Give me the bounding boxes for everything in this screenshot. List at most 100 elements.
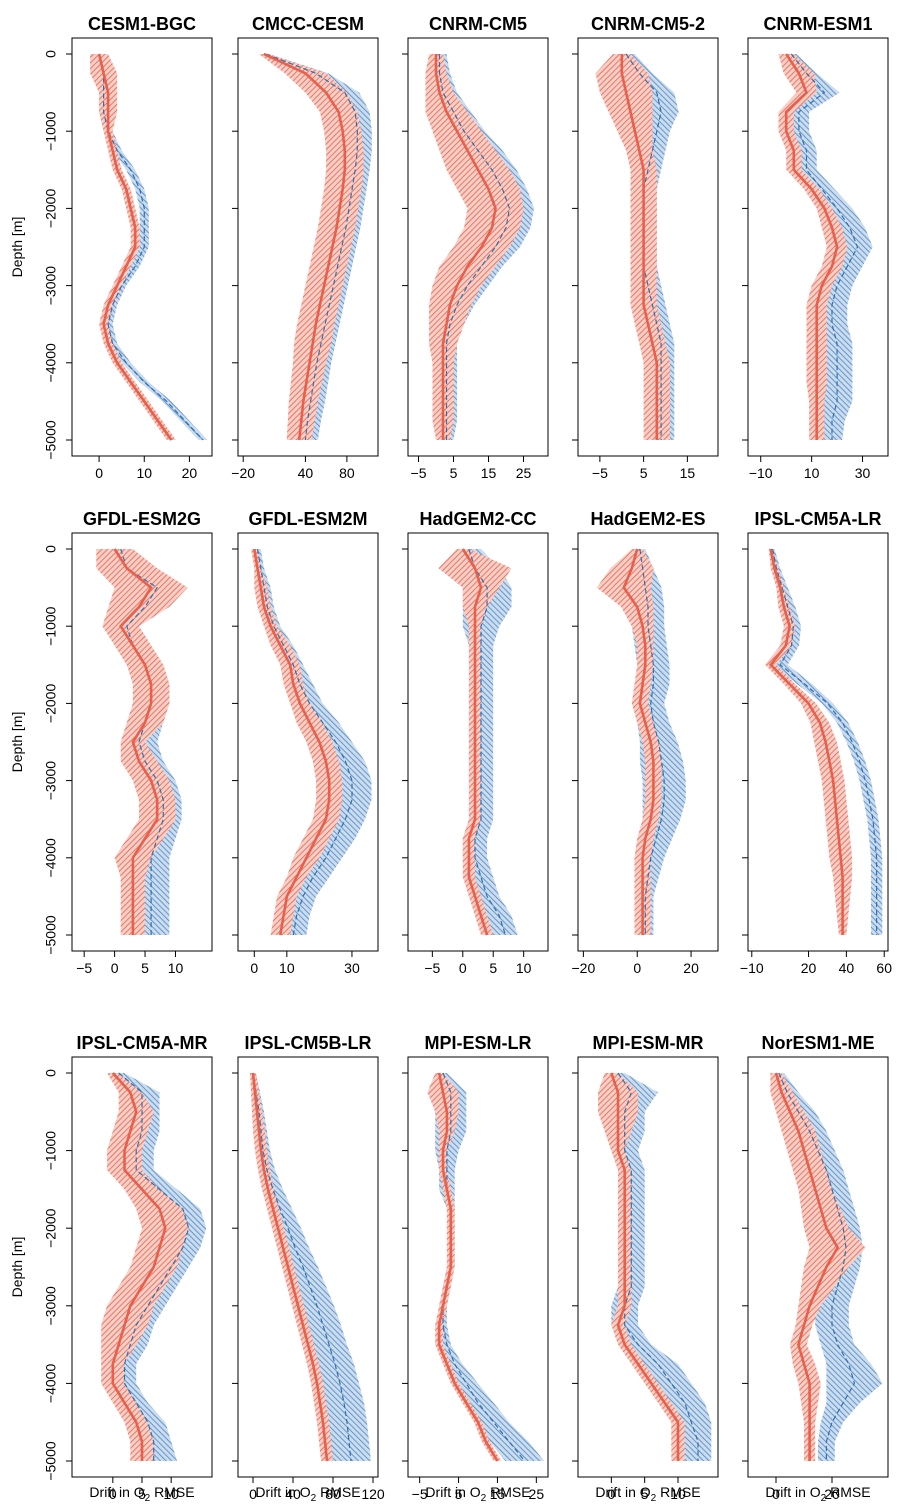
panel-title: MPI-ESM-MR bbox=[593, 1033, 704, 1053]
y-tick-label: −1000 bbox=[43, 1131, 59, 1171]
x-tick-label: −5 bbox=[424, 960, 440, 976]
panel-frame bbox=[71, 532, 213, 952]
panel-title: HadGEM2-ES bbox=[590, 509, 705, 529]
red-band bbox=[425, 54, 524, 440]
red-mean-line bbox=[263, 52, 347, 441]
panel-title: CESM1-BGC bbox=[88, 14, 196, 34]
red-mean-line bbox=[111, 1072, 167, 1461]
panel-cesm1-bgc: CESM1-BGC 0 −1000 −2000 −3000 −4000 −5000 0 10 20… bbox=[9, 14, 213, 481]
x-tick-label: 10 bbox=[516, 960, 532, 976]
x-axis-label: Drift in O2 RMSE bbox=[765, 1484, 870, 1504]
y-tick-label: −5000 bbox=[43, 1441, 59, 1481]
x-tick-label: 25 bbox=[529, 1486, 545, 1502]
x-tick-label: 5 bbox=[455, 1486, 463, 1502]
x-tick-label: 0 bbox=[111, 960, 119, 976]
x-tick-label: 20 bbox=[824, 1486, 840, 1502]
y-tick-label: −1000 bbox=[43, 606, 59, 646]
panel-title: GFDL-ESM2G bbox=[83, 509, 201, 529]
x-tick-label: 0 bbox=[95, 465, 103, 481]
panel-frame bbox=[407, 1056, 549, 1478]
y-tick-label: −2000 bbox=[43, 684, 59, 724]
x-axis-label: Drift in O2 RMSE bbox=[595, 1484, 700, 1504]
panel-cnrm-esm1: CNRM-ESM1 −10 10 30 bbox=[742, 14, 889, 481]
y-tick-label: −2000 bbox=[43, 1208, 59, 1248]
panel-frame bbox=[747, 1056, 889, 1478]
panel-frame bbox=[407, 532, 549, 952]
x-tick-label: 10 bbox=[168, 960, 184, 976]
blue-mean-line bbox=[120, 548, 164, 935]
x-tick-label: 0 bbox=[607, 1486, 615, 1502]
red-mean-line bbox=[774, 1072, 840, 1461]
blue-mean-line bbox=[98, 53, 204, 441]
panel-title: NorESM1-ME bbox=[761, 1033, 874, 1053]
x-tick-label: 0 bbox=[459, 960, 467, 976]
x-tick-label: 40 bbox=[839, 960, 855, 976]
blue-mean-line bbox=[790, 53, 859, 440]
blue-mean-line bbox=[438, 54, 511, 440]
y-tick-label: −5000 bbox=[43, 915, 59, 955]
blue-band bbox=[786, 54, 873, 440]
panel-cnrm-cm5: CNRM-CM5 −5 5 15 25 bbox=[402, 14, 549, 481]
red-mean-line bbox=[461, 548, 489, 936]
x-tick-label: −20 bbox=[231, 465, 255, 481]
blue-band bbox=[770, 549, 883, 935]
panel-gfdl-esm2m: GFDL-ESM2M 0 10 30 bbox=[232, 509, 379, 976]
red-band bbox=[778, 54, 848, 440]
red-mean-line bbox=[97, 53, 173, 441]
x-tick-label: 20 bbox=[182, 465, 198, 481]
x-tick-label: 25 bbox=[516, 465, 532, 481]
y-tick-label: −4000 bbox=[43, 1364, 59, 1404]
blue-mean-line bbox=[252, 1072, 352, 1462]
x-tick-label: 40 bbox=[285, 1486, 301, 1502]
y-tick-label: −2000 bbox=[43, 189, 59, 229]
red-mean-line bbox=[251, 1072, 329, 1462]
y-axis-label: Depth [m] bbox=[9, 217, 25, 278]
blue-mean-line bbox=[617, 1072, 699, 1461]
y-tick-label: −1000 bbox=[43, 111, 59, 151]
red-mean-line bbox=[784, 53, 839, 440]
panel-frame bbox=[407, 37, 549, 457]
y-tick-label: −3000 bbox=[43, 1286, 59, 1326]
x-axis-label: Drift in O2 RMSE bbox=[89, 1484, 194, 1504]
blue-mean-line bbox=[772, 548, 878, 935]
panel-frame bbox=[237, 532, 379, 952]
x-tick-label: −10 bbox=[749, 465, 773, 481]
y-axis-label: Depth [m] bbox=[9, 712, 25, 773]
red-band bbox=[251, 549, 343, 935]
panel-cnrm-cm5-2: CNRM-CM5-2 −5 5 15 bbox=[572, 14, 719, 481]
red-band bbox=[96, 549, 188, 935]
panel-frame bbox=[747, 532, 889, 952]
x-tick-label: 5 bbox=[141, 960, 149, 976]
panel-title: MPI-ESM-LR bbox=[425, 1033, 532, 1053]
x-tick-label: 30 bbox=[344, 960, 360, 976]
blue-mean-line bbox=[625, 53, 662, 440]
x-tick-label: 5 bbox=[489, 960, 497, 976]
x-axis-label: Drift in O2 RMSE bbox=[255, 1484, 360, 1504]
x-tick-label: −5 bbox=[412, 1486, 428, 1502]
x-tick-label: 5 bbox=[450, 465, 458, 481]
red-mean-line bbox=[620, 54, 659, 440]
x-tick-label: −5 bbox=[592, 465, 608, 481]
x-tick-label: 10 bbox=[804, 465, 820, 481]
panel-gfdl-esm2g: GFDL-ESM2G 0 −1000 −2000 −3000 −4000 −5000 −5 0 5… bbox=[9, 509, 213, 976]
red-band bbox=[598, 1073, 685, 1461]
x-tick-label: 0 bbox=[250, 960, 258, 976]
x-tick-label: 20 bbox=[801, 960, 817, 976]
panel-title: CNRM-CM5 bbox=[429, 14, 527, 34]
panel-title: GFDL-ESM2M bbox=[249, 509, 368, 529]
blue-band bbox=[604, 1073, 712, 1461]
blue-mean-line bbox=[639, 548, 665, 935]
x-tick-label: 5 bbox=[641, 1486, 649, 1502]
red-band bbox=[101, 1073, 189, 1461]
x-tick-label: 80 bbox=[325, 1486, 341, 1502]
panel-title: HadGEM2-CC bbox=[419, 509, 536, 529]
blue-mean-line bbox=[778, 1072, 856, 1461]
red-band bbox=[258, 54, 364, 440]
panel-title: CMCC-CESM bbox=[252, 14, 364, 34]
red-mean-line bbox=[768, 548, 844, 935]
x-tick-label: 15 bbox=[481, 465, 497, 481]
x-tick-label: 10 bbox=[163, 1486, 179, 1502]
blue-mean-line bbox=[256, 548, 353, 936]
panel-frame bbox=[577, 1056, 719, 1478]
